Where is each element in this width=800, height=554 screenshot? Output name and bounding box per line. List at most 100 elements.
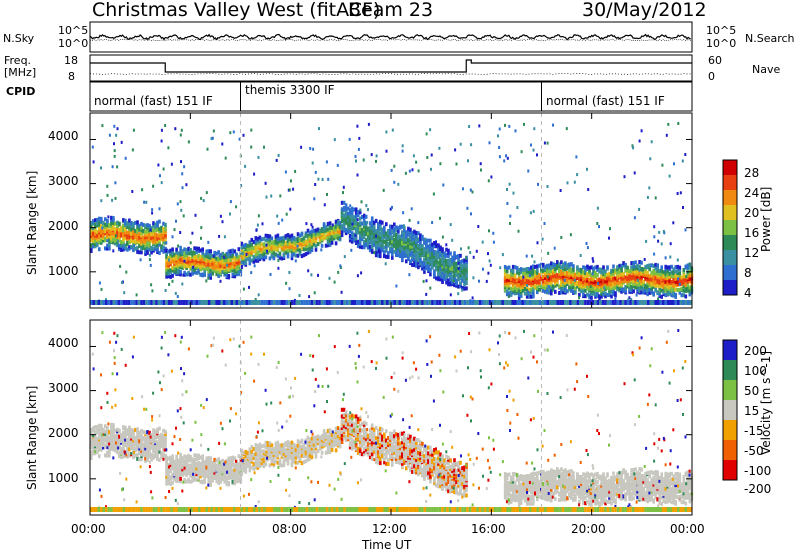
velocity-cell — [449, 475, 452, 480]
velocity-cell — [507, 498, 511, 503]
power-cell — [237, 265, 241, 270]
power-cell — [364, 214, 368, 219]
power-cell — [284, 234, 288, 239]
velocity-cell — [401, 431, 404, 436]
velocity-cell — [580, 484, 583, 489]
power-cell — [124, 236, 127, 241]
velocity-cell — [235, 476, 239, 481]
velocity-cell — [511, 471, 515, 476]
velocity-cell — [556, 487, 559, 492]
velocity-cell — [229, 475, 233, 479]
power-cell — [132, 241, 135, 246]
power-cell — [507, 265, 511, 270]
power-cell — [409, 236, 412, 241]
velocity-cell — [550, 492, 553, 497]
power-cell — [562, 276, 565, 281]
power-cell — [148, 247, 151, 252]
velocity-cell — [175, 463, 178, 468]
power-cell — [554, 267, 557, 272]
velocity-cell — [354, 433, 358, 438]
velocity-cell — [207, 458, 210, 463]
velocity-cell — [306, 451, 310, 456]
power-cell — [509, 290, 513, 295]
velocity-cell — [191, 465, 194, 470]
velocity-cell — [459, 480, 462, 485]
power-cell — [530, 280, 533, 285]
power-cell — [544, 276, 547, 280]
power-cell — [175, 267, 178, 272]
velocity-cell — [433, 476, 436, 481]
velocity-cell — [554, 496, 557, 501]
power-cell — [554, 277, 557, 282]
velocity-cell — [364, 434, 368, 439]
velocity-cell — [310, 441, 314, 446]
power-cell — [443, 267, 446, 272]
power-cell — [354, 238, 358, 243]
velocity-cell — [463, 465, 466, 470]
velocity-cell — [399, 446, 402, 450]
power-cell — [118, 233, 121, 238]
power-cell — [391, 255, 394, 260]
power-cell — [513, 291, 517, 296]
velocity-cell — [318, 435, 322, 440]
power-cell — [181, 256, 184, 261]
power-cell — [383, 225, 386, 230]
power-cell — [235, 262, 239, 267]
power-cell — [128, 218, 131, 223]
velocity-cell — [150, 457, 153, 462]
velocity-cell — [175, 468, 178, 473]
velocity-cell — [148, 442, 151, 447]
velocity-cell — [417, 467, 420, 472]
velocity-cell — [229, 459, 233, 464]
power-cell — [140, 237, 143, 242]
velocity-cell — [370, 425, 374, 430]
velocity-cell — [187, 477, 190, 482]
power-cell — [507, 291, 511, 296]
power-cell — [160, 236, 163, 241]
velocity-cell — [128, 453, 131, 458]
power-cell — [568, 262, 571, 267]
power-cell — [391, 239, 394, 244]
velocity-cell — [162, 440, 165, 445]
power-cell — [366, 233, 370, 238]
power-cell — [348, 234, 352, 238]
power-cell — [330, 240, 334, 245]
velocity-cell — [211, 468, 214, 473]
power-cell — [296, 247, 300, 252]
velocity-cell — [152, 446, 155, 451]
velocity-cell — [258, 445, 262, 450]
power-cell — [148, 243, 151, 248]
velocity-cell — [100, 440, 103, 445]
velocity-cell — [342, 413, 346, 418]
power-cell — [358, 227, 362, 232]
power-cell — [290, 236, 294, 241]
velocity-cell — [209, 465, 212, 470]
power-cell — [441, 259, 444, 264]
power-cell — [264, 255, 268, 260]
velocity-cell — [439, 460, 442, 465]
velocity-cell — [126, 448, 129, 452]
velocity-cell — [540, 482, 543, 487]
velocity-cell — [370, 448, 374, 453]
power-cell — [158, 250, 161, 255]
power-cell — [233, 271, 237, 276]
velocity-cell — [264, 462, 268, 467]
velocity-cell — [169, 455, 172, 460]
velocity-cell — [136, 453, 139, 458]
power-cell — [110, 236, 113, 241]
velocity-cell — [296, 446, 300, 450]
velocity-cell — [264, 445, 268, 450]
velocity-cell — [112, 440, 115, 445]
power-cell — [544, 289, 547, 294]
power-cell — [132, 231, 135, 236]
power-cell — [463, 272, 466, 277]
velocity-cell — [546, 487, 549, 492]
velocity-cell — [415, 441, 418, 446]
velocity-cell — [515, 494, 519, 499]
power-cell — [215, 251, 218, 256]
velocity-cell — [519, 486, 523, 491]
power-cell — [372, 220, 376, 225]
velocity-cell — [350, 441, 354, 446]
power-cell — [457, 254, 460, 258]
velocity-cell — [167, 481, 170, 486]
